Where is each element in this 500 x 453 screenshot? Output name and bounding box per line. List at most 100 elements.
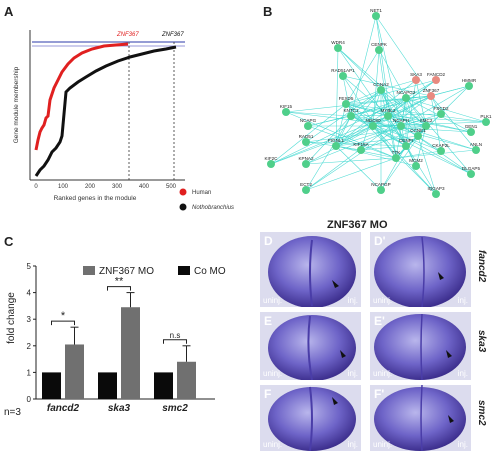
network-edge [345,89,382,105]
network-node-label: NCAPG2 [397,90,416,95]
network-edge [380,89,397,159]
network-node [302,186,310,194]
network-node [282,108,290,116]
x-tick-300: 300 [112,184,123,190]
network-edge [430,95,442,152]
network-node-label: KIF2C [264,156,278,161]
network-node-label: NDC80 [365,118,381,123]
legend-swatch-znf367-mo [83,266,95,275]
network-edge [375,15,402,127]
network-node-label: FEXD5 [339,96,354,101]
legend-label-human: Human [192,190,211,196]
photo-label-f: F [264,387,272,401]
network-edge [372,125,437,195]
network-node-label: RAD51 [299,134,314,139]
network-node [369,122,377,130]
network-edge [387,97,407,117]
network-edge [375,15,397,159]
network-edge [395,149,477,159]
network-node-label: MCM2 [409,158,423,163]
uninj-label: uninj. [263,296,283,305]
bar-ska3-co-mo [98,372,117,399]
photo-label-f-prime: F' [374,387,385,401]
bar-fancd2-co-mo [42,372,61,399]
y-tick-label: 4 [27,289,32,298]
network-edge [387,115,427,127]
network-node [402,142,410,150]
arrowhead-icon [332,280,339,288]
network-edge [360,89,382,151]
network-node-label: FIGNL1 [328,138,345,143]
network-node-label: CKAP2L [432,143,450,148]
network-node [332,142,340,150]
bar-smc2-co-mo [154,372,173,399]
arrowhead-icon [438,272,444,280]
network-node-label: NCAPH [393,118,409,123]
network-edge [335,145,382,191]
uninj-label: uninj. [263,369,283,378]
network-node [397,122,405,130]
network-edge [430,95,477,151]
uninj-label: uninj. [373,296,393,305]
network-edge [378,49,389,117]
network-node-label: RAD51AP1 [331,68,355,73]
significance-label: n.s [170,331,181,340]
network-edge [400,97,407,127]
network-edge [305,125,402,191]
network-node-label: SMC2 [420,118,433,123]
category-label-fancd2: fancd2 [47,403,80,414]
legend-swatch-human [179,188,187,196]
category-label-ska3: ska3 [108,403,131,414]
network-edge [285,111,352,117]
arrowhead-icon [446,350,452,358]
photo-f: F uninj. inj. [260,385,361,451]
network-edge [405,97,487,123]
network-node [467,128,475,136]
network-edge [335,125,374,147]
network-node-label: WDR4 [331,40,345,45]
x-tick-500: 500 [166,184,177,190]
gene-network: NET1 WDR4 CENPK RAD51AP1 SKA3 FANCD2 HMMR CCNA2… [264,8,492,198]
network-node-label: NET1 [370,8,382,13]
legend-label-nothobranchius: Nothobranchius [192,205,234,211]
inj-label: inj. [457,369,468,378]
network-node [267,160,275,168]
network-edge [405,79,437,99]
photo-e: E uninj. inj. [260,312,361,380]
legend-swatch-nothobranchius [179,203,187,211]
arrowhead-icon [332,397,338,405]
network-node [375,46,383,54]
arrowhead-icon [448,415,454,423]
photo-d-prime: D' uninj. inj. [370,232,471,307]
network-node-label: MYBL2 [380,108,396,113]
photo-d: D uninj. inj. [260,232,361,307]
network-node-label: KNTC1 [343,108,359,113]
network-node [384,112,392,120]
significance-label: * [61,310,66,322]
network-edge [270,103,347,165]
x-tick-0: 0 [34,184,38,190]
network-node [347,112,355,120]
network-node-label: NCAPGP [371,182,390,187]
fold-change-chart: fold change n=3 ZNF367 MO Co MO 0 1 2 3 4 5 f… [4,262,226,418]
network-node [465,82,473,90]
network-node [467,170,475,178]
network-node [414,132,422,140]
network-node [432,76,440,84]
significance-bracket [163,339,187,344]
network-edge [285,111,402,127]
bar-fancd2-znf367-mo [65,344,84,399]
network-node [472,146,480,154]
network-edge [345,103,472,175]
network-edge [395,125,427,159]
network-edge [305,141,337,147]
network-edge [405,97,472,175]
network-node-label: ZNF367 [423,88,440,93]
photo-label-d-prime: D' [374,234,386,248]
network-node-label: KPNA2 [298,156,314,161]
network-node-label: KIF15 [280,104,293,109]
inj-label: inj. [457,296,468,305]
network-edge [270,97,407,165]
network-node-label: HMMR [462,78,477,83]
legend-label-co-mo: Co MO [194,266,226,277]
